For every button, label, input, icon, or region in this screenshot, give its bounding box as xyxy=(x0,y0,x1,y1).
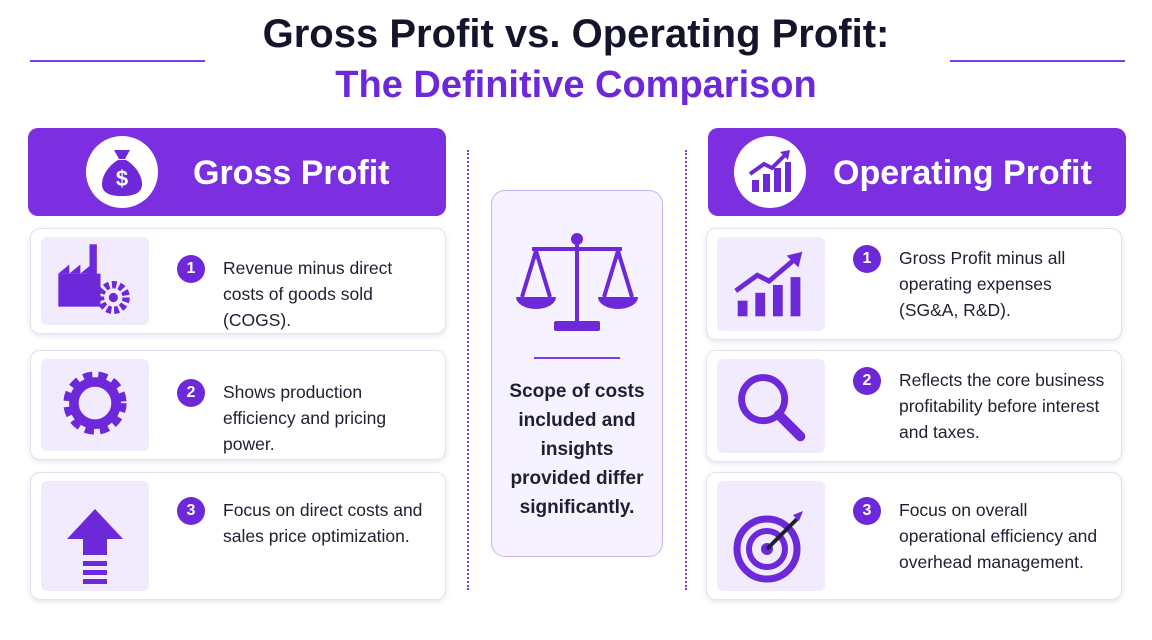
item-text: Reflects the core business profitability… xyxy=(899,370,1105,442)
svg-text:$: $ xyxy=(116,166,128,191)
item-icon xyxy=(63,371,127,435)
item-card: 1 Gross Profit minus all operating expens… xyxy=(706,228,1122,340)
item-number: 3 xyxy=(853,497,881,525)
header-icon: $ xyxy=(86,136,158,208)
item-card: 2 Shows production efficiency and pricing… xyxy=(30,350,446,460)
item-text: Focus on overall operational efficiency … xyxy=(899,500,1098,572)
growth-icon xyxy=(748,150,791,192)
item-icon xyxy=(58,244,130,314)
item-number: 2 xyxy=(853,367,881,395)
item-text: Gross Profit minus all operating expense… xyxy=(899,248,1066,320)
item-icon xyxy=(738,374,806,442)
decor-line xyxy=(950,60,1125,62)
item-icon xyxy=(734,251,803,317)
item-card: 1 Revenue minus direct costs of goods sol… xyxy=(30,228,446,334)
title: Gross Profit vs. Operating Profit: xyxy=(262,12,890,56)
icon-box xyxy=(41,359,149,451)
icon-box xyxy=(717,481,825,591)
center-card: Scope of costs included and insights pro… xyxy=(491,190,663,557)
item-text: Shows production efficiency and pricing … xyxy=(223,382,387,454)
item-card: 2 Reflects the core business profitabilit… xyxy=(706,350,1122,462)
icon-box xyxy=(41,237,149,325)
item-text: Revenue minus direct costs of goods sold… xyxy=(223,258,393,330)
icon-box xyxy=(41,481,149,591)
left-header: $ Gross Profit xyxy=(28,128,446,216)
money-bag-icon: $ xyxy=(102,150,142,196)
item-number: 3 xyxy=(177,497,205,525)
header-icon xyxy=(734,136,806,208)
subtitle: The Definitive Comparison xyxy=(335,64,817,106)
item-card: 3 Focus on direct costs and sales price o… xyxy=(30,472,446,600)
item-number: 1 xyxy=(853,245,881,273)
divider xyxy=(467,150,469,590)
decor-line xyxy=(30,60,205,62)
item-number: 2 xyxy=(177,379,205,407)
right-header: Operating Profit xyxy=(708,128,1126,216)
center-text: Scope of costs included and insights pro… xyxy=(509,381,645,518)
heading: Gross Profit xyxy=(193,154,390,192)
scales-icon xyxy=(516,233,638,331)
item-icon xyxy=(67,509,123,584)
item-card: 3 Focus on overall operational efficiency… xyxy=(706,472,1122,600)
divider xyxy=(685,150,687,590)
item-number: 1 xyxy=(177,255,205,283)
icon-box xyxy=(717,359,825,453)
item-icon xyxy=(733,511,803,583)
item-text: Focus on direct costs and sales price op… xyxy=(223,500,423,546)
separator xyxy=(534,357,620,359)
heading: Operating Profit xyxy=(833,154,1092,192)
icon-box xyxy=(717,237,825,331)
